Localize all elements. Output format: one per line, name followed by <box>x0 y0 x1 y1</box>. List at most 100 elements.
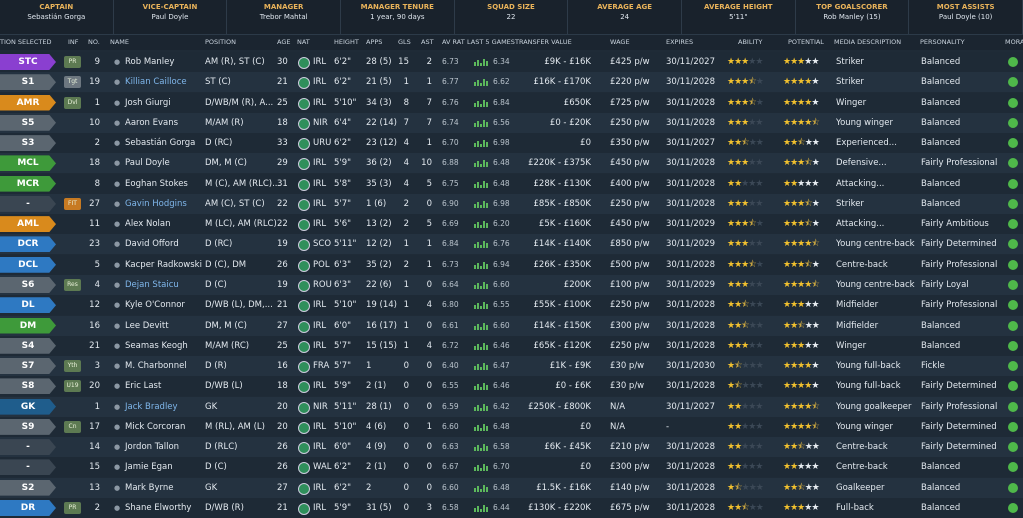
position-selected[interactable]: AML <box>0 216 56 233</box>
player-row[interactable]: S1 Tgt 19 ● Killian Cailloce ST (C) 21 IRL 6'2" 2… <box>0 72 1023 93</box>
column-header[interactable]: NAT <box>297 38 310 46</box>
player-name[interactable]: Jordon Tallon <box>125 442 180 453</box>
ability-stars: ★★★★★ <box>727 441 763 453</box>
potential-stars: ★★⯪★★ <box>783 320 820 332</box>
column-header[interactable]: NAME <box>110 38 130 46</box>
column-header[interactable]: TION SELECTED <box>0 38 52 46</box>
player-row[interactable]: S2 13 ● Mark Byrne GK 27 IRL 6'2" 2 0 0 6.60 6.48 £1.… <box>0 477 1023 498</box>
player-name[interactable]: Josh Giurgi <box>125 97 171 108</box>
player-name[interactable]: Mick Corcoran <box>125 421 186 432</box>
player-row[interactable]: S3 2 ● Sebastián Gorga D (RC) 33 URU 6'2" 23 (12… <box>0 133 1023 154</box>
position-selected[interactable]: DL <box>0 297 56 314</box>
player-row[interactable]: STC PR 9 ● Rob Manley AM (R), ST (C) 30 IRL 6'2"… <box>0 52 1023 72</box>
player-row[interactable]: MCR 8 ● Eoghan Stokes M (C), AM (RLC)... 31 IR… <box>0 173 1023 194</box>
age: 18 <box>277 381 288 392</box>
position-selected[interactable]: S4 <box>0 337 56 354</box>
player-name[interactable]: Lee Devitt <box>125 320 169 331</box>
column-header[interactable]: EXPIRES <box>666 38 694 46</box>
column-header[interactable]: MORA <box>1005 38 1023 46</box>
player-row[interactable]: AMR Dvl 1 ● Josh Giurgi D/WB/M (R), A... 25 IRL… <box>0 92 1023 113</box>
player-name[interactable]: Jack Bradley <box>125 401 178 412</box>
position-selected[interactable]: AMR <box>0 94 56 111</box>
position-selected[interactable]: MCR <box>0 175 56 192</box>
player-name[interactable]: Shane Elworthy <box>125 502 192 513</box>
player-row[interactable]: DCR 23 ● David Offord D (RC) 19 SCO 5'11" 12 (2)… <box>0 234 1023 255</box>
star: ★ <box>790 340 798 351</box>
player-row[interactable]: DR PR 2 ● Shane Elworthy D/WB (R) 21 IRL 5'9" 31 … <box>0 497 1023 518</box>
star: ★ <box>727 198 735 209</box>
column-header[interactable]: WAGE <box>610 38 630 46</box>
star: ★ <box>783 381 791 392</box>
player-name[interactable]: Killian Cailloce <box>125 77 187 88</box>
position-selected[interactable]: S5 <box>0 114 56 131</box>
column-header[interactable]: TRANSFER VALUE <box>515 38 572 46</box>
player-row[interactable]: MCL 18 ● Paul Doyle DM, M (C) 29 IRL 5'9" 36 (2)… <box>0 153 1023 174</box>
player-name[interactable]: Paul Doyle <box>125 158 170 169</box>
column-header[interactable]: AST <box>421 38 434 46</box>
position-selected[interactable]: S1 <box>0 74 56 91</box>
position-selected[interactable]: DM <box>0 317 56 334</box>
player-row[interactable]: AML 11 ● Alex Nolan M (LC), AM (RLC) 22 IRL 5'6… <box>0 214 1023 235</box>
wage: £100 p/w <box>610 279 650 290</box>
star: ★ <box>755 138 764 149</box>
player-row[interactable]: - 15 ● Jamie Egan D (C) 26 WAL 6'2" 2 (1) 0 0 6.67 6… <box>0 457 1023 478</box>
player-row[interactable]: - 14 ● Jordon Tallon D (RLC) 26 IRL 6'0" 4 (9) 0 0… <box>0 437 1023 458</box>
column-header[interactable]: HEIGHT <box>334 38 359 46</box>
column-header[interactable]: AV RAT <box>442 38 465 46</box>
position-selected[interactable]: - <box>0 459 56 476</box>
column-header[interactable]: POTENTIAL <box>788 38 824 46</box>
column-header[interactable]: POSITION <box>205 38 236 46</box>
player-name[interactable]: Sebastián Gorga <box>125 138 196 149</box>
player-row[interactable]: S6 Res 4 ● Dejan Staicu D (C) 19 ROU 6'3" 22 (6) 1… <box>0 274 1023 295</box>
position-selected[interactable]: - <box>0 439 56 456</box>
position-selected[interactable]: STC <box>0 54 56 70</box>
player-row[interactable]: S7 Yth 3 ● M. Charbonnel D (R) 16 FRA 5'7" 1 0 0 6.4… <box>0 356 1023 377</box>
position-selected[interactable]: S3 <box>0 135 56 152</box>
player-name[interactable]: Eric Last <box>125 381 162 392</box>
player-row[interactable]: S9 Cn 17 ● Mick Corcoran M (RL), AM (L) 20 IRL 5… <box>0 416 1023 437</box>
player-name[interactable]: Jamie Egan <box>125 462 173 473</box>
player-name[interactable]: Aaron Evans <box>125 117 179 128</box>
player-name[interactable]: Kacper Radkowski <box>125 259 202 270</box>
personality: Balanced <box>921 502 961 513</box>
position-selected[interactable]: DR <box>0 499 56 516</box>
column-header[interactable]: INF <box>68 38 79 46</box>
column-header[interactable]: AGE <box>277 38 291 46</box>
position-selected[interactable]: GK <box>0 398 56 415</box>
column-header[interactable]: ABILITY <box>738 38 763 46</box>
position-selected[interactable]: S6 <box>0 276 56 293</box>
player-name[interactable]: Gavin Hodgins <box>125 198 187 209</box>
player-name[interactable]: Eoghan Stokes <box>125 178 188 189</box>
position-selected[interactable]: S8 <box>0 378 56 395</box>
player-name[interactable]: Alex Nolan <box>125 219 171 230</box>
player-name[interactable]: Rob Manley <box>125 57 175 67</box>
player-row[interactable]: S5 10 ● Aaron Evans M/AM (R) 18 NIR 6'4" 22 (14)… <box>0 112 1023 133</box>
player-name[interactable]: Mark Byrne <box>125 482 174 493</box>
position-selected[interactable]: MCL <box>0 155 56 172</box>
position-selected[interactable]: S7 <box>0 358 56 375</box>
column-header[interactable]: LAST 5 GAMES <box>467 38 515 46</box>
player-row[interactable]: - FIT 27 ● Gavin Hodgins AM (C), ST (C) 22 IRL 5… <box>0 193 1023 214</box>
position-selected[interactable]: S2 <box>0 479 56 496</box>
player-row[interactable]: S4 21 ● Seamas Keogh M/AM (RC) 25 IRL 5'7" 15 (1… <box>0 335 1023 356</box>
position-selected[interactable]: S9 <box>0 418 56 435</box>
position-selected[interactable]: DCL <box>0 256 56 273</box>
player-row[interactable]: DCL 5 ● Kacper Radkowski D (C), DM 26 POL 6'3" 3… <box>0 254 1023 275</box>
player-name[interactable]: Seamas Keogh <box>125 340 188 351</box>
player-row[interactable]: GK 1 ● Jack Bradley GK 20 NIR 5'11" 28 (1) 0 0 6.59… <box>0 396 1023 417</box>
player-row[interactable]: DL 12 ● Kyle O'Connor D/WB (L), DM,... 21 IRL 5… <box>0 295 1023 316</box>
column-header[interactable]: APPS <box>366 38 383 46</box>
player-row[interactable]: DM 16 ● Lee Devitt DM, M (C) 27 IRL 6'0" 16 (17)… <box>0 315 1023 336</box>
player-row[interactable]: S8 U19 20 ● Eric Last D/WB (L) 18 IRL 5'9" 2 (1) 0… <box>0 376 1023 397</box>
column-header[interactable]: GLS <box>398 38 411 46</box>
column-header[interactable]: MEDIA DESCRIPTION <box>834 38 902 46</box>
player-name[interactable]: Dejan Staicu <box>125 279 179 290</box>
player-name[interactable]: Kyle O'Connor <box>125 300 185 311</box>
player-name[interactable]: David Offord <box>125 239 179 250</box>
position-selected[interactable]: DCR <box>0 236 56 253</box>
column-header[interactable]: PERSONALITY <box>920 38 965 46</box>
position-selected[interactable]: - <box>0 195 56 212</box>
position: GK <box>205 401 218 412</box>
player-name[interactable]: M. Charbonnel <box>125 361 187 372</box>
column-header[interactable]: NO. <box>88 38 100 46</box>
